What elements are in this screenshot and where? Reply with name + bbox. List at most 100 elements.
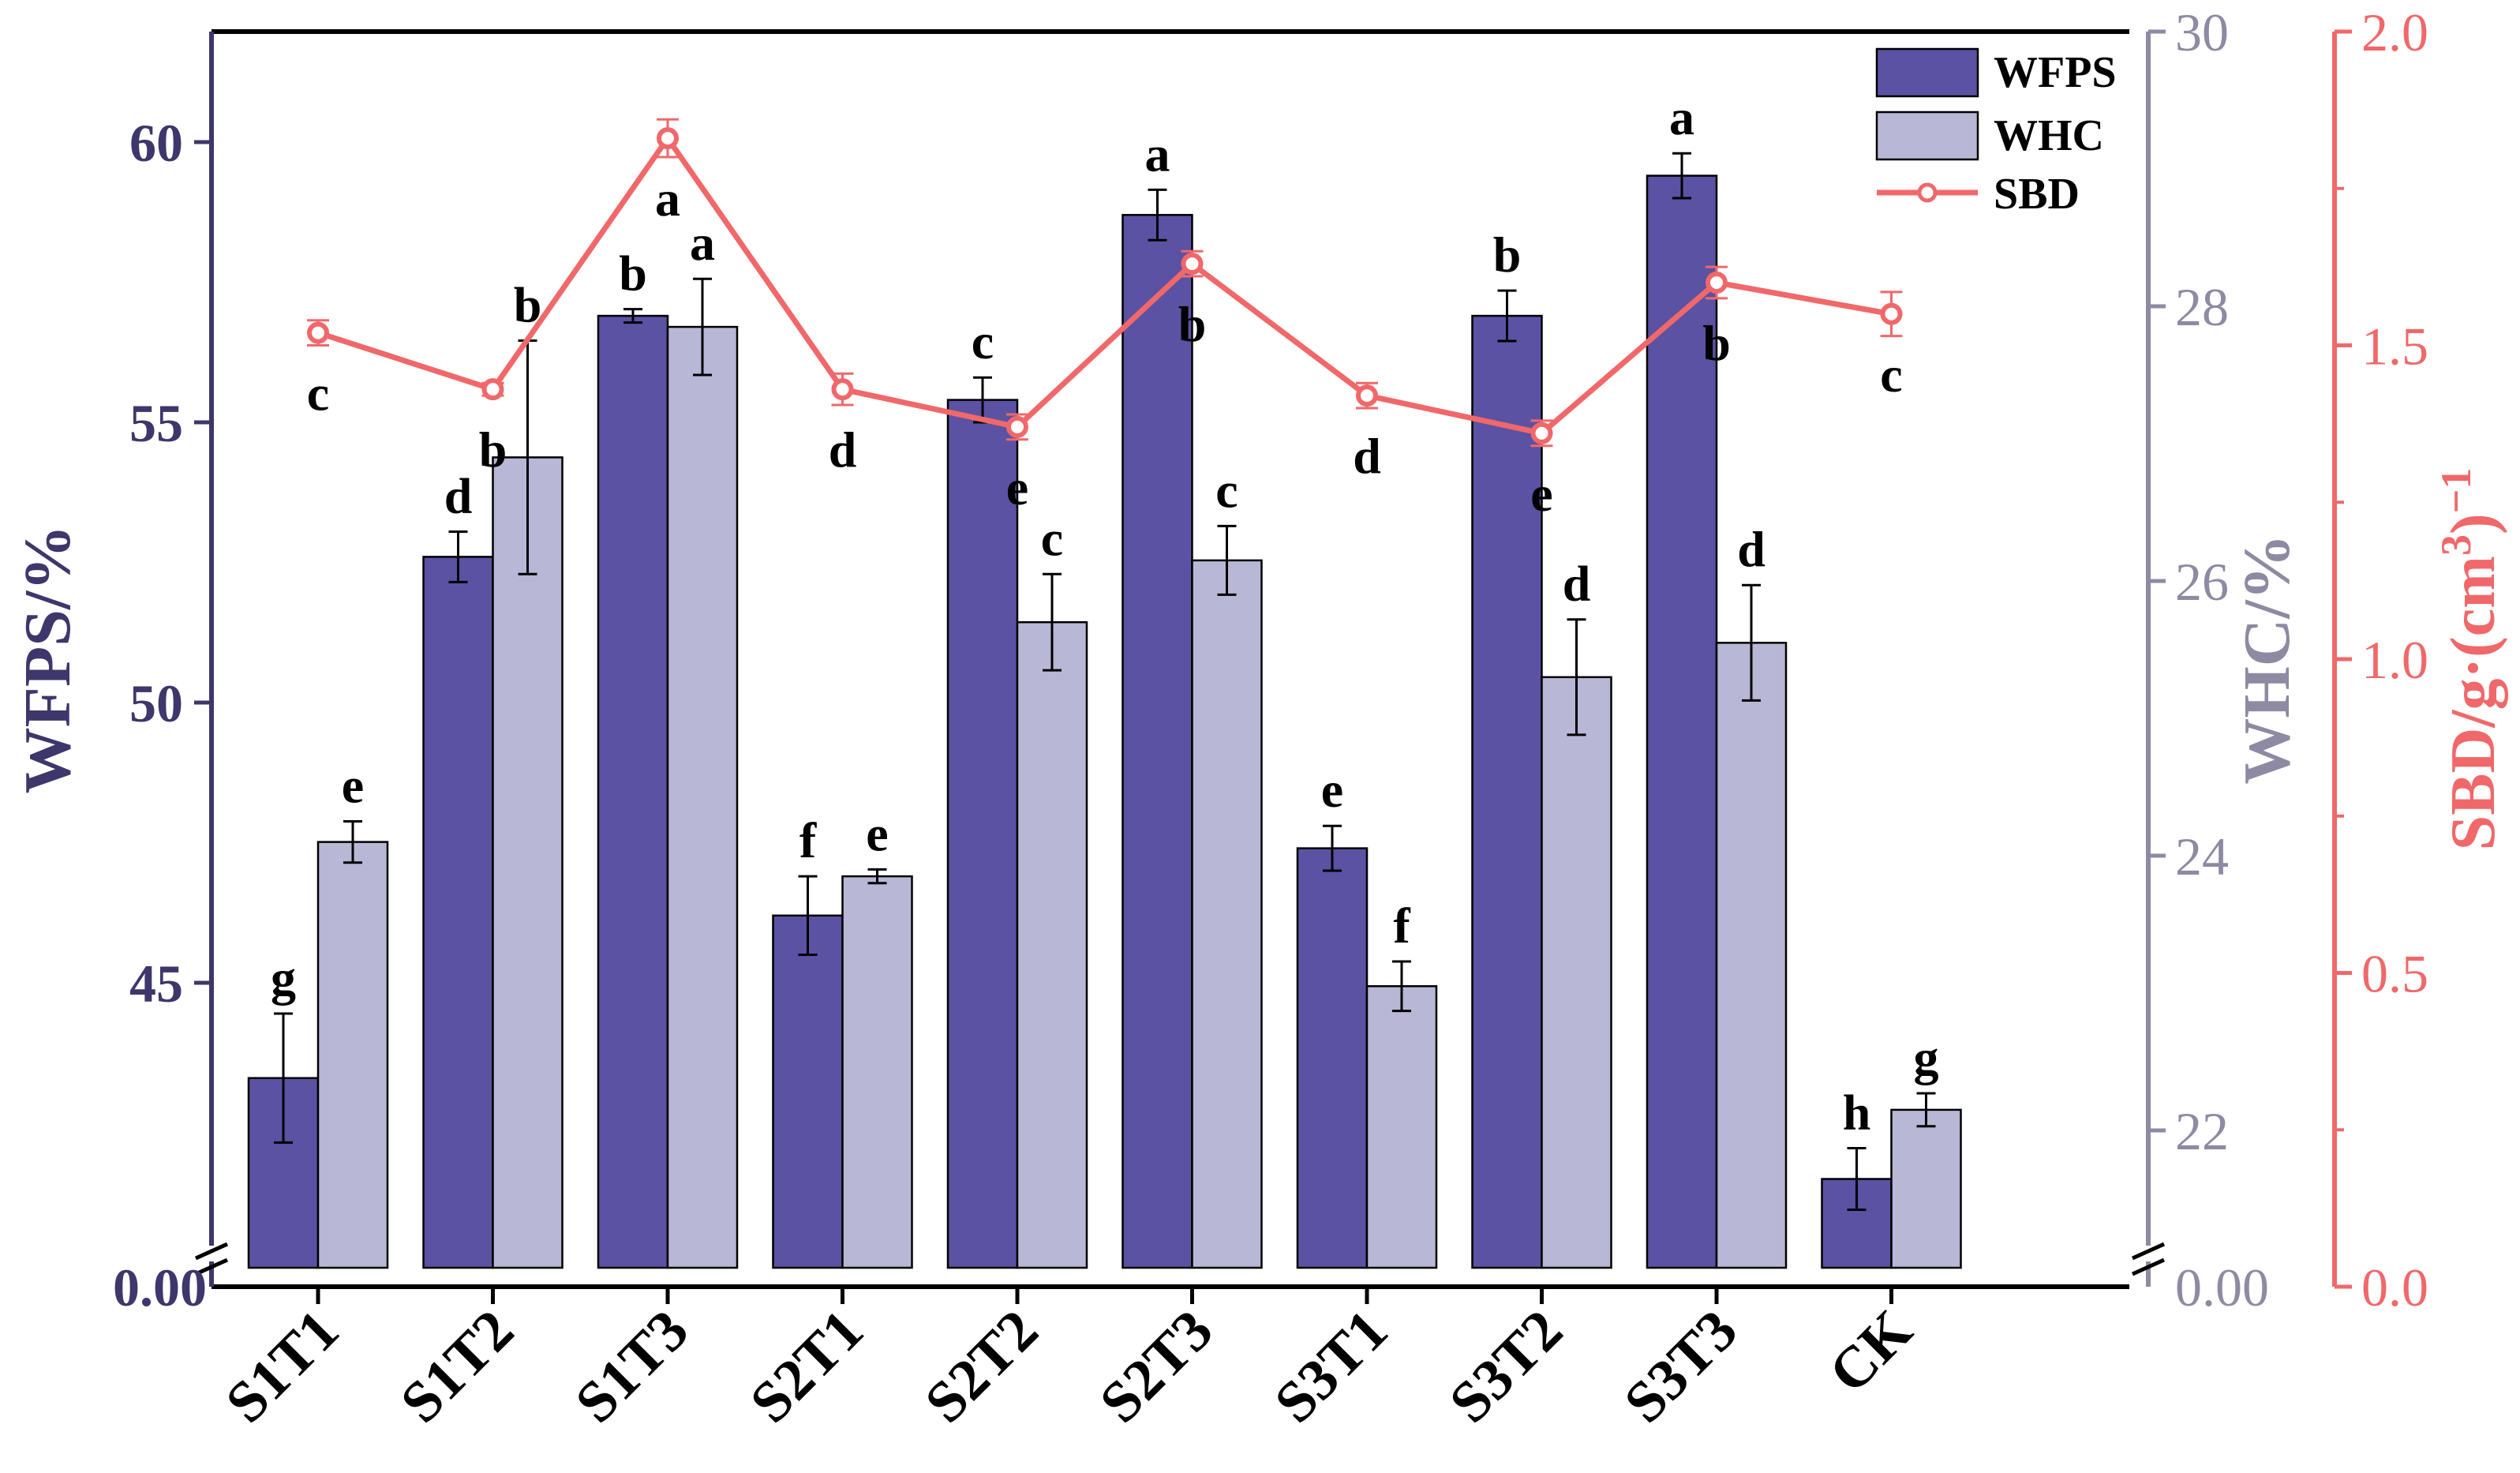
letter-sbd-s1t3: a [655,171,680,227]
bar-wfps-s1t2 [422,556,494,1269]
sbd-point-s1t2 [481,378,504,401]
letter-whc-s3t1: f [1393,898,1410,954]
bar-whc-s3t1 [1365,985,1438,1269]
letter-sbd-s2t3: b [1178,296,1207,352]
letter-wfps-s2t1: f [799,812,817,868]
err-wfps-s2t1 [798,875,818,956]
letter-whc-s2t3: c [1215,462,1238,518]
legend: WFPS WHC SBD [1875,47,2117,219]
err-wfps-s3t2 [1497,289,1517,343]
right-tick-label-0.0: 0.0 [2361,1257,2428,1317]
err-wfps-s1t2 [448,530,468,583]
sbd-point-s3t3 [1706,272,1728,294]
err-whc-s2t3 [1217,524,1237,596]
right-axis-title: SBD/g·(cm3)−1 [2432,468,2508,851]
middle-axis-break-1 [2131,1242,2166,1261]
err-whc-s1t1 [343,820,362,864]
letter-whc-s3t2: d [1563,556,1591,612]
right-tick-label-1.0: 1.0 [2361,630,2428,690]
bar-whc-s1t2 [492,456,564,1269]
letter-wfps-s2t3: a [1145,126,1170,182]
letter-sbd-s1t1: c [307,365,329,422]
left-tick-label-55: 55 [129,393,183,453]
bar-wfps-s2t1 [772,914,844,1269]
middle-tick-label-24: 24 [2175,826,2229,886]
right-axis-title-main: SBD/g·(cm [2439,556,2508,850]
legend-swatch-whc [1875,111,1979,161]
legend-label-wfps: WFPS [1994,48,2117,97]
letter-whc-ck: g [1914,1029,1939,1085]
err-wfps-s3t3 [1672,152,1691,200]
sbd-point-ck [1880,302,1903,325]
legend-marker-sbd [1917,182,1938,203]
bar-whc-s3t2 [1541,676,1612,1269]
err-wfps-s1t3 [623,308,642,324]
bar-whc-s3t3 [1715,642,1788,1269]
legend-swatch-wfps [1875,47,1979,98]
left-break-label: 0.00 [113,1257,207,1317]
sbd-point-s3t2 [1530,422,1553,444]
middle-axis-break-2 [2131,1257,2166,1276]
middle-break-label: 0.00 [2175,1257,2269,1317]
letter-sbd-s3t2: e [1530,466,1552,522]
letter-sbd-s2t1: d [829,422,857,478]
bar-wfps-s1t3 [597,314,669,1269]
bar-wfps-s3t1 [1296,847,1369,1269]
letter-whc-s3t3: d [1737,521,1765,577]
letter-whc-s2t1: e [866,805,888,861]
sbd-line [316,135,1893,437]
left-tick-label-45: 45 [129,954,183,1014]
err-wfps-s2t3 [1148,188,1167,242]
x-label-s3t2: S3T2 [1437,1298,1575,1435]
x-label-s3t3: S3T3 [1612,1298,1750,1435]
x-label-s2t2: S2T2 [913,1298,1050,1435]
left-axis-title: WFPS/% [11,525,84,794]
bars [247,174,1962,1269]
err-wfps-ck [1847,1146,1867,1212]
letter-wfps-s1t2: d [444,467,473,523]
left-axis-break-2 [194,1257,229,1276]
sbd-series [307,118,1903,448]
sbd-point-s3t1 [1356,384,1378,407]
err-whc-s3t3 [1742,583,1761,702]
letter-sbd-s3t1: d [1353,428,1381,484]
bar-wfps-s3t2 [1471,314,1543,1269]
letter-wfps-s1t3: b [619,246,647,302]
err-whc-s1t3 [693,277,712,377]
letter-whc-s1t1: e [342,758,364,814]
bar-whc-s1t1 [316,841,389,1269]
err-whc-s2t1 [867,868,887,885]
letter-wfps-s3t3: a [1669,89,1694,145]
right-tick-label-1.5: 1.5 [2361,317,2428,377]
left-axis-break-1 [194,1242,229,1261]
letter-wfps-s1t1: g [271,950,296,1006]
x-label-s1t2: S1T2 [388,1298,526,1435]
letter-whc-s1t3: a [690,215,715,271]
sbd-point-s2t1 [831,378,854,401]
err-wfps-s1t1 [274,1012,293,1144]
letter-wfps-s3t1: e [1321,762,1343,818]
middle-tick-label-28: 28 [2175,277,2229,337]
sbd-point-s2t3 [1181,253,1204,275]
bar-whc-s2t2 [1016,620,1088,1269]
x-label-s3t1: S3T1 [1263,1298,1400,1435]
left-tick-label-50: 50 [129,673,183,733]
right-axis-title-close: ) [2439,513,2508,534]
middle-tick-label-30: 30 [2175,2,2229,62]
err-whc-ck [1916,1092,1936,1128]
x-label-s2t3: S2T3 [1088,1298,1225,1435]
middle-tick-label-22: 22 [2175,1101,2229,1161]
x-label-s1t3: S1T3 [564,1298,701,1435]
letter-whc-s2t2: c [1041,510,1063,566]
legend-label-sbd: SBD [1994,170,2080,219]
error-bars [274,152,1936,1212]
sbd-point-s2t2 [1006,415,1028,438]
err-whc-s3t2 [1567,618,1586,736]
letter-wfps-ck: h [1843,1084,1871,1140]
letter-whc-s1t2: b [514,277,542,333]
bar-wfps-s2t3 [1121,214,1193,1269]
bar-whc-ck [1890,1108,1962,1269]
x-label-s2t1: S2T1 [738,1298,875,1435]
legend-label-whc: WHC [1994,111,2104,160]
bar-whc-s1t3 [666,325,739,1269]
